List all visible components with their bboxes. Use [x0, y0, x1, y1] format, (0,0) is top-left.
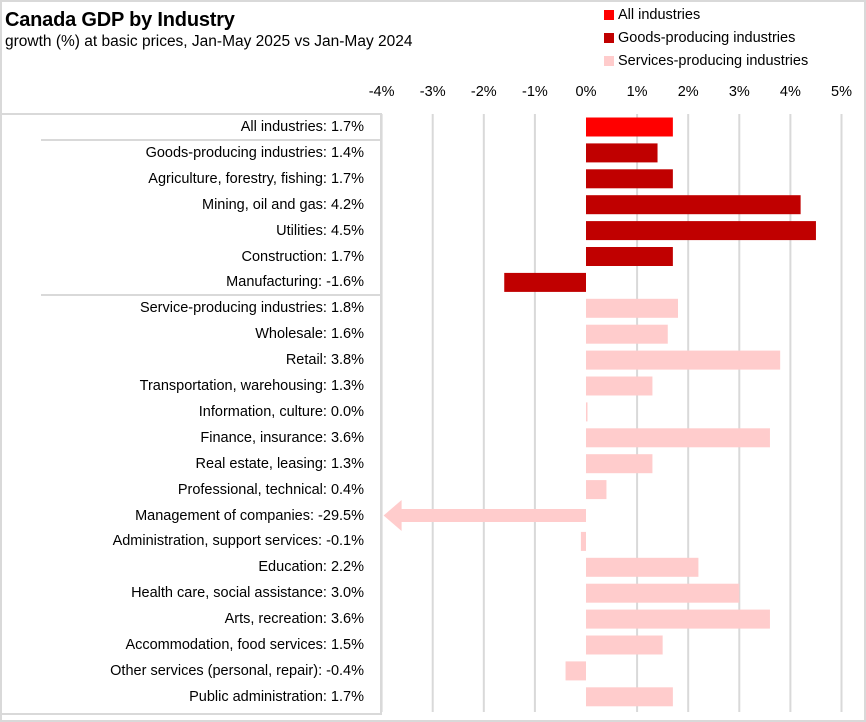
bar: [586, 324, 668, 344]
category-label: Information, culture: 0.0%: [198, 403, 364, 420]
category-label: Finance, insurance: 3.6%: [200, 429, 364, 446]
bar: [586, 221, 816, 241]
bar: [586, 169, 673, 189]
category-label: Real estate, leasing: 1.3%: [195, 455, 364, 472]
bar: [586, 247, 673, 266]
bar-truncated-arrow: [383, 500, 586, 531]
bar: [586, 480, 607, 500]
bar: [580, 531, 586, 551]
category-label: Transportation, warehousing: 1.3%: [139, 378, 364, 394]
category-label: Professional, technical: 0.4%: [177, 481, 364, 498]
bar: [586, 117, 673, 137]
category-label: Construction: 1.7%: [241, 248, 364, 265]
category-label: Other services (personal, repair): -0.4%: [110, 662, 364, 679]
bar: [586, 454, 653, 474]
bar: [586, 687, 673, 707]
category-label: Health care, social assistance: 3.0%: [131, 585, 364, 602]
x-tick-label: 4%: [780, 84, 801, 100]
bar: [586, 376, 653, 396]
bars: [383, 117, 816, 707]
x-tick-label: 0%: [576, 84, 597, 100]
chart-subtitle: growth (%) at basic prices, Jan-May 2025…: [5, 33, 413, 50]
x-tick-label: 3%: [729, 84, 750, 100]
bar: [586, 583, 740, 603]
category-label: Utilities: 4.5%: [276, 222, 364, 239]
legend-label: Goods-producing industries: [618, 29, 796, 46]
x-tick-label: -2%: [471, 84, 497, 100]
category-label: Goods-producing industries: 1.4%: [145, 144, 364, 161]
bar: [586, 402, 588, 422]
category-label: Arts, recreation: 3.6%: [224, 611, 364, 628]
x-tick-label: -4%: [369, 84, 395, 100]
legend-swatch-services: [604, 55, 614, 66]
category-label: Agriculture, forestry, fishing: 1.7%: [148, 170, 364, 187]
x-tick-label: -1%: [522, 84, 548, 100]
category-label: Accommodation, food services: 1.5%: [125, 637, 364, 653]
category-label: Administration, support services: -0.1%: [112, 533, 364, 550]
category-label: Education: 2.2%: [258, 559, 364, 576]
chart-title: Canada GDP by Industry: [5, 9, 235, 31]
legend-item-goods-producing: Goods-producing industries: [604, 26, 808, 49]
legend-label: Services-producing industries: [618, 52, 809, 69]
category-label: Manufacturing: -1.6%: [226, 274, 364, 291]
bar: [586, 195, 801, 215]
category-label: Management of companies: -29.5%: [135, 507, 364, 524]
bar: [565, 661, 586, 681]
bar: [586, 350, 781, 370]
legend-item-services-producing: Services-producing industries: [604, 49, 808, 72]
bar: [586, 609, 770, 629]
bar: [586, 635, 663, 655]
x-axis-ticks: -4% -3% -2% -1% 0% 1% 2% 3% 4% 5%: [369, 84, 852, 100]
legend: All industries Goods-producing industrie…: [604, 3, 808, 72]
category-label: Retail: 3.8%: [285, 352, 364, 369]
x-tick-label: 5%: [831, 84, 852, 100]
bar: [586, 143, 658, 163]
category-label: Mining, oil and gas: 4.2%: [201, 196, 364, 213]
bar: [586, 428, 770, 448]
bar: [586, 557, 699, 577]
separator-services: [41, 294, 381, 296]
category-label: All industries: 1.7%: [240, 119, 364, 135]
legend-swatch-all: [604, 9, 614, 20]
category-label: Public administration: 1.7%: [189, 688, 364, 705]
bar: [586, 298, 678, 318]
bar: [504, 272, 586, 292]
legend-item-all-industries: All industries: [604, 3, 808, 26]
x-tick-label: 2%: [678, 84, 699, 100]
separator-goods: [41, 139, 381, 141]
category-label: Service-producing industries: 1.8%: [139, 300, 364, 317]
legend-swatch-goods: [604, 32, 614, 43]
category-label: Wholesale: 1.6%: [255, 326, 364, 343]
legend-label: All industries: [618, 6, 701, 23]
x-tick-label: 1%: [627, 84, 648, 100]
x-tick-label: -3%: [420, 84, 446, 100]
